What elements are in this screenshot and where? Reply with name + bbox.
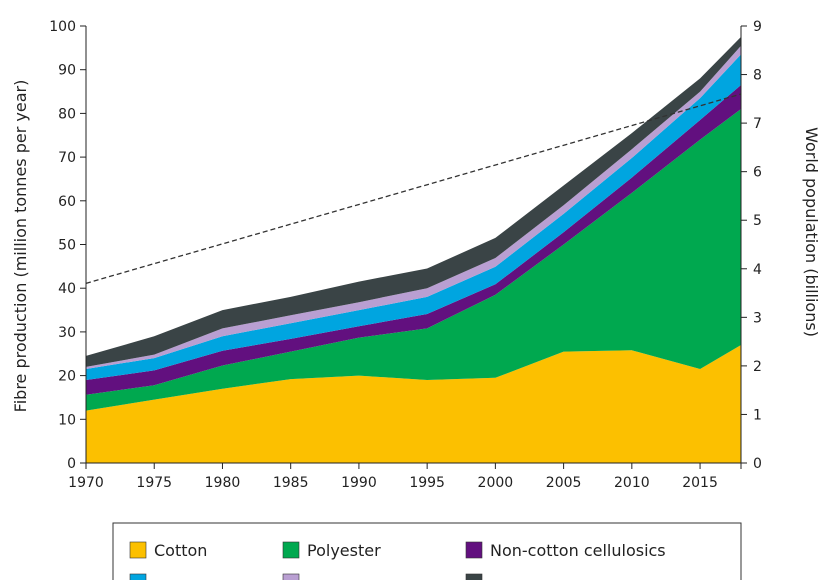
y2-tick-label: 4 (753, 262, 762, 278)
population-line (85, 93, 742, 284)
legend-label: Non-cotton cellulosics (490, 541, 666, 560)
y-tick-label: 70 (58, 150, 76, 166)
y2-tick-label: 5 (753, 213, 762, 229)
x-tick-label: 2015 (682, 475, 718, 491)
y2-tick-label: 3 (753, 310, 762, 326)
y-tick-label: 60 (58, 194, 76, 210)
x-tick-label: 2005 (546, 475, 582, 491)
y-tick-label: 30 (58, 325, 76, 341)
stacked-areas (86, 36, 741, 463)
y-tick-label: 50 (58, 238, 76, 254)
legend-label: Polyester (307, 541, 381, 560)
y2-tick-label: 9 (753, 19, 762, 35)
legend-box (112, 522, 742, 580)
legend-swatch (129, 573, 147, 580)
x-tick-label: 1995 (409, 475, 445, 491)
area-series-2 (86, 109, 741, 411)
y2-axis-label: World population (billions) (802, 127, 821, 337)
y2-tick-label: 7 (753, 116, 762, 132)
legend-label: Cotton (154, 541, 207, 560)
area-series-1 (86, 345, 741, 463)
y-tick-label: 0 (67, 456, 76, 472)
x-tick-label: 1975 (136, 475, 172, 491)
x-tick-label: 2000 (478, 475, 514, 491)
x-tick-label: 2010 (614, 475, 650, 491)
y2-tick-label: 2 (753, 359, 762, 375)
legend-swatch (129, 541, 147, 559)
x-tick-label: 1980 (205, 475, 241, 491)
y2-tick-label: 1 (753, 407, 762, 423)
axes: 0 10 20 30 40 50 60 70 80 90 100 0 1 2 3 4 5 6 7 8 9 1970 1975… (49, 19, 762, 491)
y-tick-label: 90 (58, 63, 76, 79)
y2-tick-label: 0 (753, 456, 762, 472)
y-axis-label: Fibre production (million tonnes per yea… (11, 80, 30, 413)
y-tick-label: 100 (49, 19, 76, 35)
y-tick-label: 20 (58, 369, 76, 385)
y-tick-label: 40 (58, 281, 76, 297)
legend-swatch (282, 573, 300, 580)
legend-swatch (282, 541, 300, 559)
x-tick-label: 1985 (273, 475, 309, 491)
population-line-group (85, 93, 742, 284)
legend-swatch (465, 573, 483, 580)
legend-swatch (465, 541, 483, 559)
y-tick-label: 80 (58, 106, 76, 122)
y2-tick-label: 6 (753, 165, 762, 181)
y2-tick-label: 8 (753, 68, 762, 84)
y-tick-label: 10 (58, 412, 76, 428)
x-tick-label: 1970 (68, 475, 104, 491)
area-series-4 (86, 54, 741, 381)
x-tick-label: 1990 (341, 475, 377, 491)
legend: Cotton Polyester Non-cotton cellulosics (112, 522, 742, 580)
